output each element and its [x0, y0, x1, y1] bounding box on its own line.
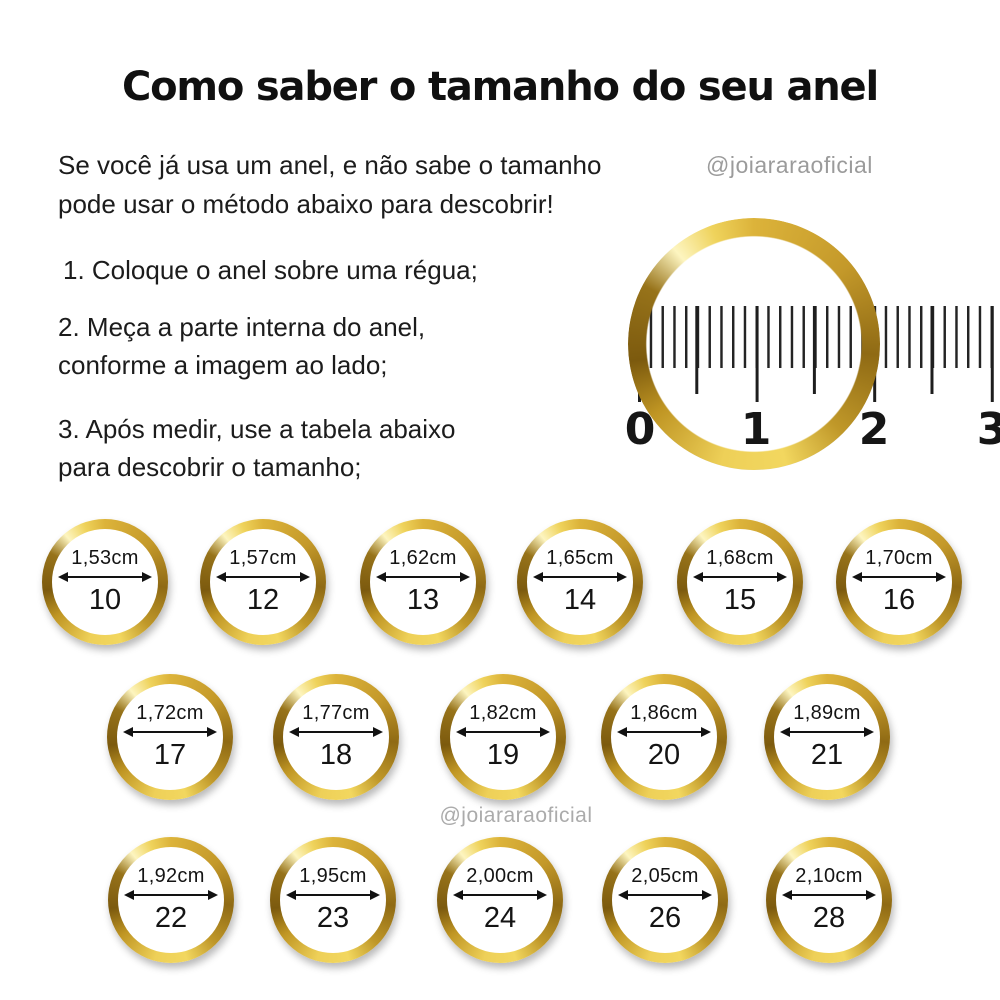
left-right-arrow-icon	[123, 726, 217, 738]
watermark-handle-middle: @joiararaoficial	[439, 804, 593, 827]
ring-size-label: 13	[406, 584, 440, 616]
ruler-label-2: 2	[858, 404, 890, 455]
ring-size-label: 18	[319, 739, 353, 771]
ring-size-12: 1,57cm 12	[200, 519, 326, 645]
ring-diameter-label: 1,57cm	[229, 547, 297, 569]
left-right-arrow-icon	[216, 571, 310, 583]
ring-size-label: 22	[154, 902, 188, 934]
ring-size-15: 1,68cm 15	[677, 519, 803, 645]
ring-size-16: 1,70cm 16	[836, 519, 962, 645]
ring-face: 1,70cm 16	[846, 529, 952, 635]
ring-size-label: 15	[723, 584, 757, 616]
ring-face: 1,62cm 13	[370, 529, 476, 635]
ring-face: 1,92cm 22	[118, 847, 224, 953]
ring-size-label: 16	[882, 584, 916, 616]
ring-size-10: 1,53cm 10	[42, 519, 168, 645]
ring-diameter-label: 1,72cm	[136, 702, 204, 724]
ring-face: 1,95cm 23	[280, 847, 386, 953]
left-right-arrow-icon	[693, 571, 787, 583]
intro-line: Se você já usa um anel, e não sabe o tam…	[58, 150, 602, 180]
left-right-arrow-icon	[453, 889, 547, 901]
ring-size-21: 1,89cm 21	[764, 674, 890, 800]
left-right-arrow-icon	[376, 571, 470, 583]
ring-diameter-label: 1,95cm	[299, 865, 367, 887]
ring-diameter-label: 1,70cm	[865, 547, 933, 569]
left-right-arrow-icon	[533, 571, 627, 583]
ring-diameter-label: 2,05cm	[631, 865, 699, 887]
ring-diameter-label: 2,00cm	[466, 865, 534, 887]
ring-size-26: 2,05cm 26	[602, 837, 728, 963]
watermark-handle-top: @joiararaoficial	[706, 152, 873, 178]
ring-diameter-label: 1,86cm	[630, 702, 698, 724]
ring-diameter-label: 1,92cm	[137, 865, 205, 887]
ring-diameter-label: 1,82cm	[469, 702, 537, 724]
step-3-line: 3. Após medir, use a tabela abaixo	[58, 414, 456, 444]
ring-face: 1,82cm 19	[450, 684, 556, 790]
ring-face: 2,05cm 26	[612, 847, 718, 953]
ring-size-28: 2,10cm 28	[766, 837, 892, 963]
ring-size-18: 1,77cm 18	[273, 674, 399, 800]
ring-size-19: 1,82cm 19	[440, 674, 566, 800]
ring-size-label: 28	[812, 902, 846, 934]
left-right-arrow-icon	[124, 889, 218, 901]
left-right-arrow-icon	[456, 726, 550, 738]
left-right-arrow-icon	[618, 889, 712, 901]
step-2-line: 2. Meça a parte interna do anel,	[58, 312, 426, 342]
ring-diameter-label: 1,68cm	[706, 547, 774, 569]
ring-size-label: 14	[563, 584, 597, 616]
ring-size-label: 20	[647, 739, 681, 771]
intro-line: pode usar o método abaixo para descobrir…	[58, 189, 554, 219]
step-3: 3. Após medir, use a tabela abaixo para …	[58, 410, 456, 486]
intro-text: Se você já usa um anel, e não sabe o tam…	[58, 146, 601, 224]
left-right-arrow-icon	[780, 726, 874, 738]
ring-size-17: 1,72cm 17	[107, 674, 233, 800]
ring-diameter-label: 1,77cm	[302, 702, 370, 724]
ring-size-label: 19	[486, 739, 520, 771]
ring-face: 1,86cm 20	[611, 684, 717, 790]
page-title: Como saber o tamanho do seu anel	[122, 64, 879, 110]
gold-ring-over-ruler-icon	[628, 218, 880, 470]
ring-size-14: 1,65cm 14	[517, 519, 643, 645]
ring-size-20: 1,86cm 20	[601, 674, 727, 800]
ring-face: 1,57cm 12	[210, 529, 316, 635]
step-1-line: 1. Coloque o anel sobre uma régua;	[63, 255, 478, 285]
ring-diameter-label: 1,53cm	[71, 547, 139, 569]
ring-size-13: 1,62cm 13	[360, 519, 486, 645]
ring-size-23: 1,95cm 23	[270, 837, 396, 963]
ring-size-24: 2,00cm 24	[437, 837, 563, 963]
ring-face: 1,65cm 14	[527, 529, 633, 635]
ring-diameter-label: 1,65cm	[546, 547, 614, 569]
ring-face: 1,89cm 21	[774, 684, 880, 790]
step-1: 1. Coloque o anel sobre uma régua;	[58, 251, 478, 289]
step-2-line: conforme a imagem ao lado;	[58, 350, 388, 380]
left-right-arrow-icon	[782, 889, 876, 901]
left-right-arrow-icon	[286, 889, 380, 901]
ring-size-label: 24	[483, 902, 517, 934]
ring-face: 1,72cm 17	[117, 684, 223, 790]
left-right-arrow-icon	[289, 726, 383, 738]
ring-diameter-label: 2,10cm	[795, 865, 863, 887]
ring-size-label: 17	[153, 739, 187, 771]
ruler-label-3: 3	[976, 404, 1000, 455]
ring-face: 2,10cm 28	[776, 847, 882, 953]
left-right-arrow-icon	[58, 571, 152, 583]
ring-size-label: 10	[88, 584, 122, 616]
ring-face: 2,00cm 24	[447, 847, 553, 953]
ring-size-label: 23	[316, 902, 350, 934]
ring-size-label: 26	[648, 902, 682, 934]
step-2: 2. Meça a parte interna do anel, conform…	[58, 308, 425, 384]
ring-size-label: 21	[810, 739, 844, 771]
ring-face: 1,77cm 18	[283, 684, 389, 790]
left-right-arrow-icon	[617, 726, 711, 738]
ring-diameter-label: 1,89cm	[793, 702, 861, 724]
step-3-line: para descobrir o tamanho;	[58, 452, 362, 482]
ring-size-22: 1,92cm 22	[108, 837, 234, 963]
ring-face: 1,53cm 10	[52, 529, 158, 635]
left-right-arrow-icon	[852, 571, 946, 583]
ring-size-label: 12	[246, 584, 280, 616]
ring-diameter-label: 1,62cm	[389, 547, 457, 569]
ring-face: 1,68cm 15	[687, 529, 793, 635]
